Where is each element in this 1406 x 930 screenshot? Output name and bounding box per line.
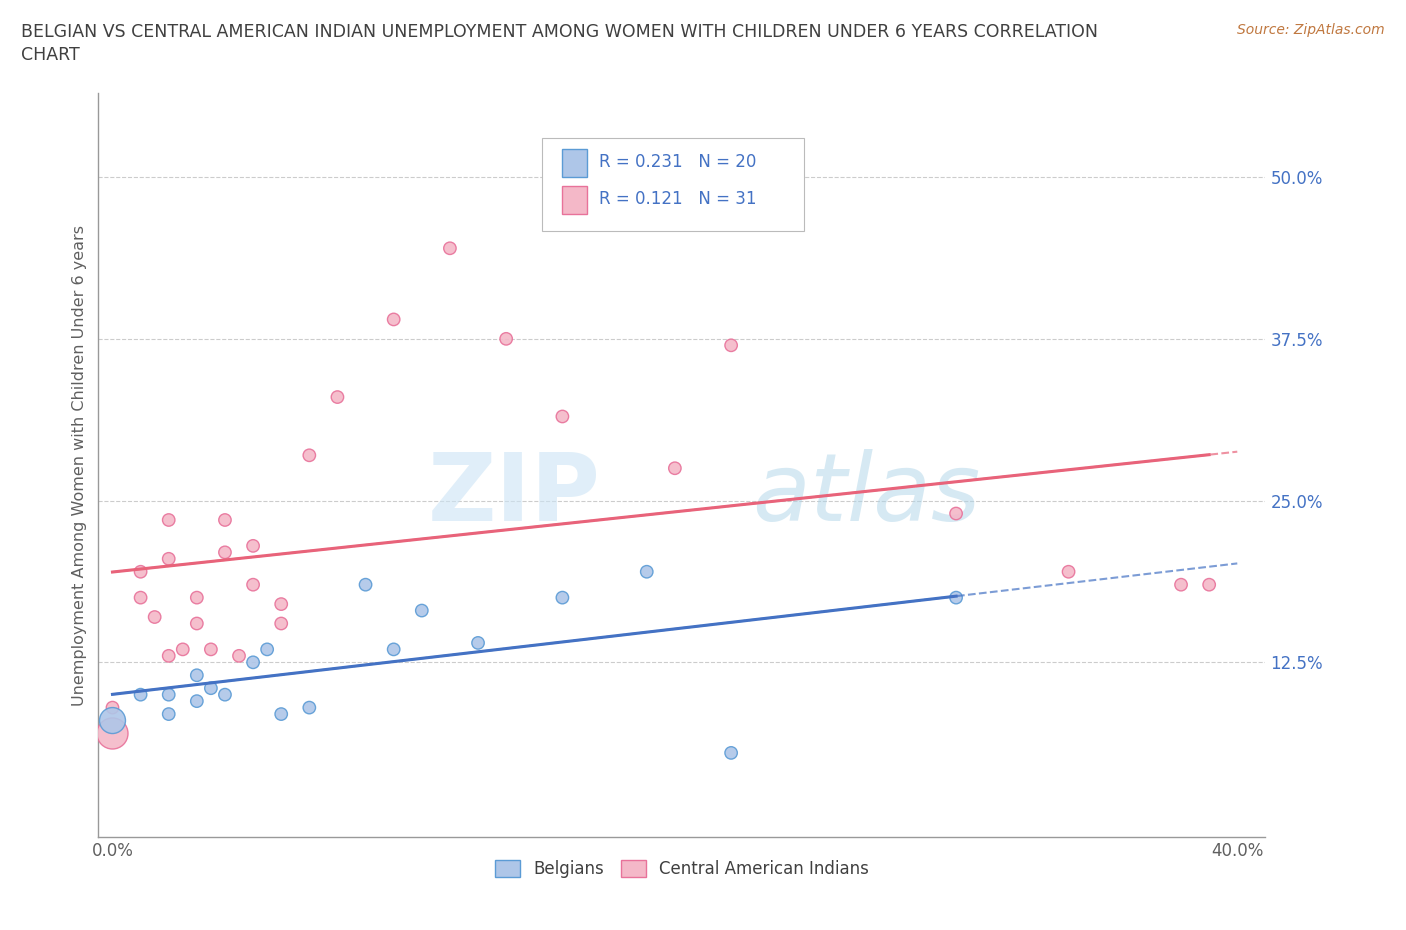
Point — [157, 687, 180, 702]
Point — [945, 591, 967, 605]
Point — [551, 409, 574, 424]
Point — [720, 746, 742, 761]
Point — [354, 578, 377, 592]
Text: CHART: CHART — [21, 46, 80, 64]
Text: atlas: atlas — [752, 449, 980, 540]
Point — [186, 668, 208, 683]
Point — [439, 241, 461, 256]
Point — [636, 565, 658, 579]
FancyBboxPatch shape — [562, 149, 588, 177]
Point — [551, 591, 574, 605]
Point — [143, 609, 166, 624]
Point — [200, 642, 222, 657]
Point — [157, 707, 180, 722]
Point — [214, 512, 236, 527]
Text: BELGIAN VS CENTRAL AMERICAN INDIAN UNEMPLOYMENT AMONG WOMEN WITH CHILDREN UNDER : BELGIAN VS CENTRAL AMERICAN INDIAN UNEMP… — [21, 23, 1098, 41]
Point — [256, 642, 278, 657]
Point — [200, 681, 222, 696]
Point — [242, 578, 264, 592]
Point — [157, 648, 180, 663]
Text: R = 0.121   N = 31: R = 0.121 N = 31 — [599, 191, 756, 208]
Point — [228, 648, 250, 663]
Text: ZIP: ZIP — [427, 449, 600, 540]
FancyBboxPatch shape — [541, 138, 804, 231]
Point — [298, 700, 321, 715]
Point — [382, 642, 405, 657]
Point — [1057, 565, 1080, 579]
Point — [129, 591, 152, 605]
Y-axis label: Unemployment Among Women with Children Under 6 years: Unemployment Among Women with Children U… — [72, 224, 87, 706]
Point — [214, 687, 236, 702]
Point — [101, 726, 124, 741]
Point — [242, 655, 264, 670]
Text: R = 0.231   N = 20: R = 0.231 N = 20 — [599, 153, 756, 171]
Point — [172, 642, 194, 657]
Point — [186, 694, 208, 709]
Point — [467, 635, 489, 650]
Point — [242, 538, 264, 553]
Point — [382, 312, 405, 326]
Point — [1198, 578, 1220, 592]
Point — [186, 616, 208, 631]
Point — [664, 460, 686, 475]
Point — [101, 700, 124, 715]
Point — [186, 591, 208, 605]
Point — [270, 707, 292, 722]
Text: Source: ZipAtlas.com: Source: ZipAtlas.com — [1237, 23, 1385, 37]
Point — [495, 331, 517, 346]
Point — [157, 512, 180, 527]
Legend: Belgians, Central American Indians: Belgians, Central American Indians — [488, 853, 876, 884]
Point — [270, 616, 292, 631]
Point — [945, 506, 967, 521]
Point — [411, 604, 433, 618]
Point — [129, 687, 152, 702]
Point — [720, 338, 742, 352]
Point — [270, 597, 292, 612]
FancyBboxPatch shape — [562, 186, 588, 214]
Point — [1170, 578, 1192, 592]
Point — [129, 565, 152, 579]
Point — [101, 713, 124, 728]
Point — [157, 551, 180, 566]
Point — [298, 448, 321, 463]
Point — [326, 390, 349, 405]
Point — [214, 545, 236, 560]
